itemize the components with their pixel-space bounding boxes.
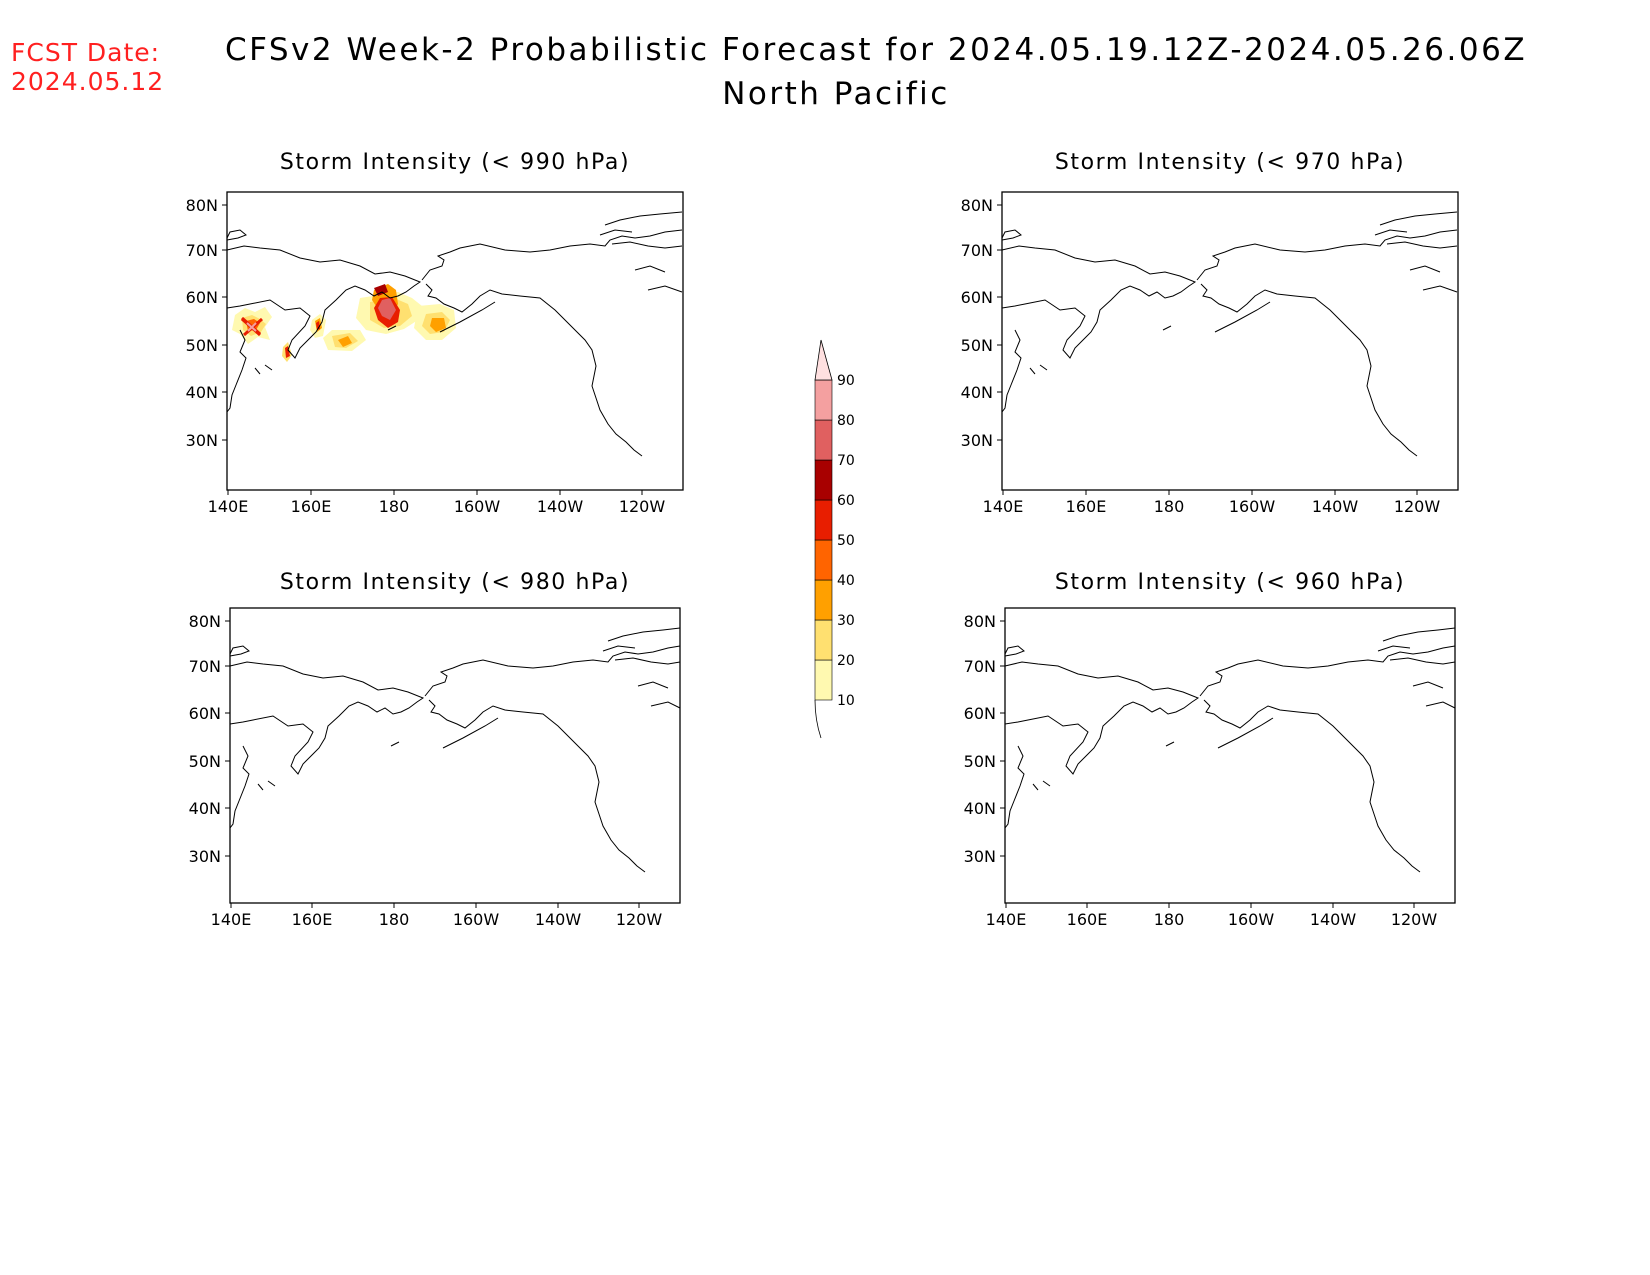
lat-tick: 50N xyxy=(961,336,993,355)
lat-tick: 30N xyxy=(186,431,218,450)
main-title: CFSv2 Week-2 Probabilistic Forecast for … xyxy=(224,32,1528,68)
coastline xyxy=(1004,627,1456,873)
lon-tick: 160W xyxy=(453,910,500,929)
map-panel-990: 80N 70N 60N 50N 40N 30N 140E 160E 180 16… xyxy=(186,191,684,516)
lat-axis: 80N 70N 60N 50N 40N 30N xyxy=(186,196,227,450)
colorbar-box xyxy=(814,499,833,541)
lon-tick: 160E xyxy=(1066,497,1107,516)
lon-tick: 140E xyxy=(986,910,1027,929)
lat-tick: 40N xyxy=(186,383,218,402)
lat-tick: 80N xyxy=(186,196,218,215)
lat-axis: 80N 70N 60N 50N 40N 30N xyxy=(189,612,230,866)
forecast-date-label: FCST Date: 2024.05.12 xyxy=(11,38,164,96)
panel-title-980: Storm Intensity (< 980 hPa) xyxy=(279,570,631,595)
colorbar-label: 30 xyxy=(837,613,855,629)
coastline xyxy=(226,211,683,457)
lon-tick: 160W xyxy=(1228,910,1275,929)
lat-tick: 70N xyxy=(964,657,996,676)
lat-tick: 30N xyxy=(964,847,996,866)
colorbar-bottom-triangle xyxy=(814,699,822,739)
lon-tick: 140W xyxy=(1310,910,1357,929)
panel-title-990: Storm Intensity (< 990 hPa) xyxy=(279,150,631,175)
lon-tick: 160E xyxy=(291,497,332,516)
lat-tick: 70N xyxy=(186,241,218,260)
colorbar-label: 70 xyxy=(837,453,855,469)
lon-axis: 140E 160E 180 160W 140W 120W xyxy=(211,903,663,929)
lon-tick: 140W xyxy=(537,497,584,516)
lon-tick: 140E xyxy=(208,497,249,516)
region-title: North Pacific xyxy=(722,76,950,112)
lat-tick: 30N xyxy=(961,431,993,450)
colorbar-label: 10 xyxy=(837,693,855,709)
lon-tick: 120W xyxy=(1394,497,1441,516)
lat-tick: 50N xyxy=(964,752,996,771)
colorbar-label: 90 xyxy=(837,373,855,389)
lon-axis: 140E 160E 180 160W 140W 120W xyxy=(986,903,1438,929)
lat-tick: 70N xyxy=(961,241,993,260)
lon-tick: 140E xyxy=(983,497,1024,516)
lat-axis: 80N 70N 60N 50N 40N 30N xyxy=(964,612,1005,866)
colorbar-top-triangle xyxy=(814,339,833,381)
lon-tick: 160W xyxy=(454,497,501,516)
lat-tick: 60N xyxy=(964,704,996,723)
panel-title-960: Storm Intensity (< 960 hPa) xyxy=(1054,570,1406,595)
lon-tick: 140W xyxy=(1312,497,1359,516)
lon-tick: 180 xyxy=(379,910,410,929)
lat-tick: 60N xyxy=(961,288,993,307)
lat-tick: 50N xyxy=(186,336,218,355)
lat-tick: 50N xyxy=(189,752,221,771)
colorbar-label: 20 xyxy=(837,653,855,669)
lat-axis: 80N 70N 60N 50N 40N 30N xyxy=(961,196,1002,450)
probability-shading xyxy=(232,284,456,362)
lat-tick: 80N xyxy=(964,612,996,631)
panel-title-970: Storm Intensity (< 970 hPa) xyxy=(1054,150,1406,175)
lon-tick: 140W xyxy=(535,910,582,929)
map-panel-980: 80N 70N 60N 50N 40N 30N 140E 160E 180 16… xyxy=(189,607,681,929)
lon-tick: 160W xyxy=(1229,497,1276,516)
lon-tick: 120W xyxy=(616,910,663,929)
lon-tick: 160E xyxy=(292,910,333,929)
lon-axis: 140E 160E 180 160W 140W 120W xyxy=(983,490,1441,516)
colorbar-labels: 10 20 30 40 50 60 70 80 90 xyxy=(837,373,855,709)
colorbar: 10 20 30 40 50 60 70 80 90 xyxy=(814,339,855,739)
colorbar-box xyxy=(814,539,833,581)
fcst-label: FCST Date: xyxy=(11,38,161,67)
lat-tick: 40N xyxy=(964,799,996,818)
coastline xyxy=(1001,211,1458,457)
lon-tick: 120W xyxy=(1391,910,1438,929)
lon-tick: 180 xyxy=(1154,910,1185,929)
lat-tick: 30N xyxy=(189,847,221,866)
colorbar-box xyxy=(814,419,833,461)
colorbar-box xyxy=(814,579,833,621)
colorbar-label: 80 xyxy=(837,413,855,429)
lon-tick: 160E xyxy=(1067,910,1108,929)
colorbar-box xyxy=(814,379,833,421)
map-panel-970: 80N 70N 60N 50N 40N 30N 140E 160E 180 16… xyxy=(961,191,1459,516)
colorbar-label: 50 xyxy=(837,533,855,549)
lon-tick: 180 xyxy=(379,497,410,516)
lat-tick: 80N xyxy=(961,196,993,215)
lat-tick: 70N xyxy=(189,657,221,676)
lat-tick: 80N xyxy=(189,612,221,631)
colorbar-box xyxy=(814,659,833,701)
lat-tick: 40N xyxy=(961,383,993,402)
lat-tick: 60N xyxy=(189,704,221,723)
lat-tick: 40N xyxy=(189,799,221,818)
fcst-date: 2024.05.12 xyxy=(11,67,165,96)
lon-axis: 140E 160E 180 160W 140W 120W xyxy=(208,490,666,516)
colorbar-boxes xyxy=(814,379,833,701)
lon-tick: 180 xyxy=(1154,497,1185,516)
coastline xyxy=(229,627,681,873)
colorbar-label: 60 xyxy=(837,493,855,509)
map-panel-960: 80N 70N 60N 50N 40N 30N 140E 160E 180 16… xyxy=(964,607,1456,929)
lon-tick: 120W xyxy=(619,497,666,516)
lon-tick: 140E xyxy=(211,910,252,929)
lat-tick: 60N xyxy=(186,288,218,307)
colorbar-label: 40 xyxy=(837,573,855,589)
colorbar-box xyxy=(814,459,833,501)
colorbar-box xyxy=(814,619,833,661)
